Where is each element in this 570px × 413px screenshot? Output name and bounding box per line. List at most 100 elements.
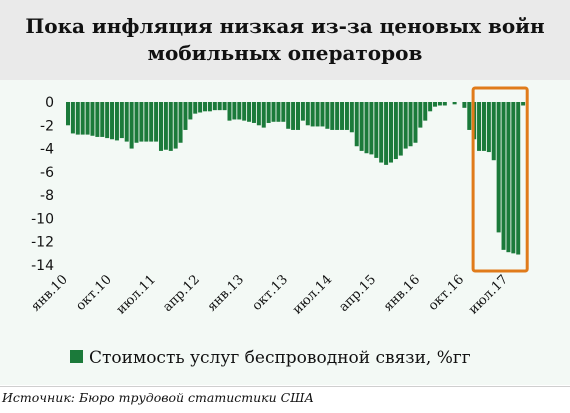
bar [188,102,193,120]
bar [398,102,403,156]
bar [433,102,438,107]
bar [486,102,491,153]
bar [178,102,183,143]
bar [354,102,359,147]
y-tick-label: -14 [31,258,54,274]
bar [80,102,85,135]
x-tick-label: апр.15 [336,272,379,315]
x-tick-label: окт.10 [73,272,115,314]
bar [369,102,374,155]
legend-label: Стоимость услуг беспроводной связи, %гг [89,348,471,368]
bar [384,102,389,165]
bars-group [66,102,526,255]
bar [428,102,433,112]
bar [271,102,276,122]
bar [134,102,139,143]
bar [154,102,159,142]
bar [491,102,496,161]
bar [496,102,501,233]
bar [90,102,95,136]
bar [183,102,188,130]
bar [100,102,105,137]
bar [149,102,154,142]
bar [516,102,521,255]
bar [251,102,256,123]
bar [467,102,472,130]
bar [217,102,222,111]
bar [95,102,100,137]
bar [291,102,296,130]
x-tick-label: янв.10 [29,272,71,314]
bar [158,102,163,151]
bar [129,102,134,149]
bar [139,102,144,142]
bar [521,102,526,106]
bar [452,102,457,105]
x-tick-label: июл.17 [466,272,511,317]
bar [144,102,149,142]
bar [124,102,129,142]
bar [462,102,467,108]
bar [242,102,247,121]
bar [193,102,198,114]
bar [418,102,423,128]
bar [310,102,315,127]
bar [374,102,379,158]
bar [344,102,349,130]
bar [237,102,242,120]
bar [105,102,110,139]
bar [340,102,345,130]
bar [330,102,335,130]
bar [501,102,506,250]
x-tick-label: окт.16 [426,272,468,314]
bar [325,102,330,129]
bar [300,102,305,121]
source-note: Источник: Бюро трудовой статистики США [2,390,314,405]
bar [335,102,340,130]
bar [110,102,115,140]
bar [286,102,291,129]
bar [266,102,271,123]
bar [247,102,252,122]
bar [163,102,168,150]
bar [320,102,325,127]
bar [379,102,384,163]
bar [66,102,71,126]
bar [256,102,261,126]
source-divider [0,386,570,387]
y-tick-label: -6 [40,165,54,181]
y-tick-label: -8 [40,188,54,204]
bar [276,102,281,122]
bar [70,102,75,134]
bar [203,102,208,112]
legend: Стоимость услуг беспроводной связи, %гг [70,348,471,368]
bar [423,102,428,121]
y-axis-ticks: 0 -2 -4 -6 -8 -10 -12 -14 [31,95,54,274]
bar [442,102,447,106]
bar [477,102,482,151]
bar [315,102,320,127]
bar [232,102,237,120]
bar [511,102,516,254]
x-tick-label: окт.13 [249,272,291,314]
x-tick-label: янв.13 [205,272,247,314]
bar [506,102,511,253]
bar [359,102,364,151]
bar [388,102,393,163]
bar [75,102,80,135]
bar [403,102,408,149]
x-tick-label: июл.11 [114,272,159,317]
highlight-box [471,86,529,273]
x-tick-label: апр.12 [160,272,203,315]
bar [437,102,442,106]
bar [198,102,203,113]
title-band: Пока инфляция низкая из-за ценовых войн … [0,0,570,80]
bar [349,102,354,133]
bar [296,102,301,130]
chart-title: Пока инфляция низкая из-за ценовых войн … [25,14,545,65]
y-tick-label: 0 [45,95,54,111]
bar [85,102,90,135]
x-tick-label: июл.14 [290,272,335,317]
